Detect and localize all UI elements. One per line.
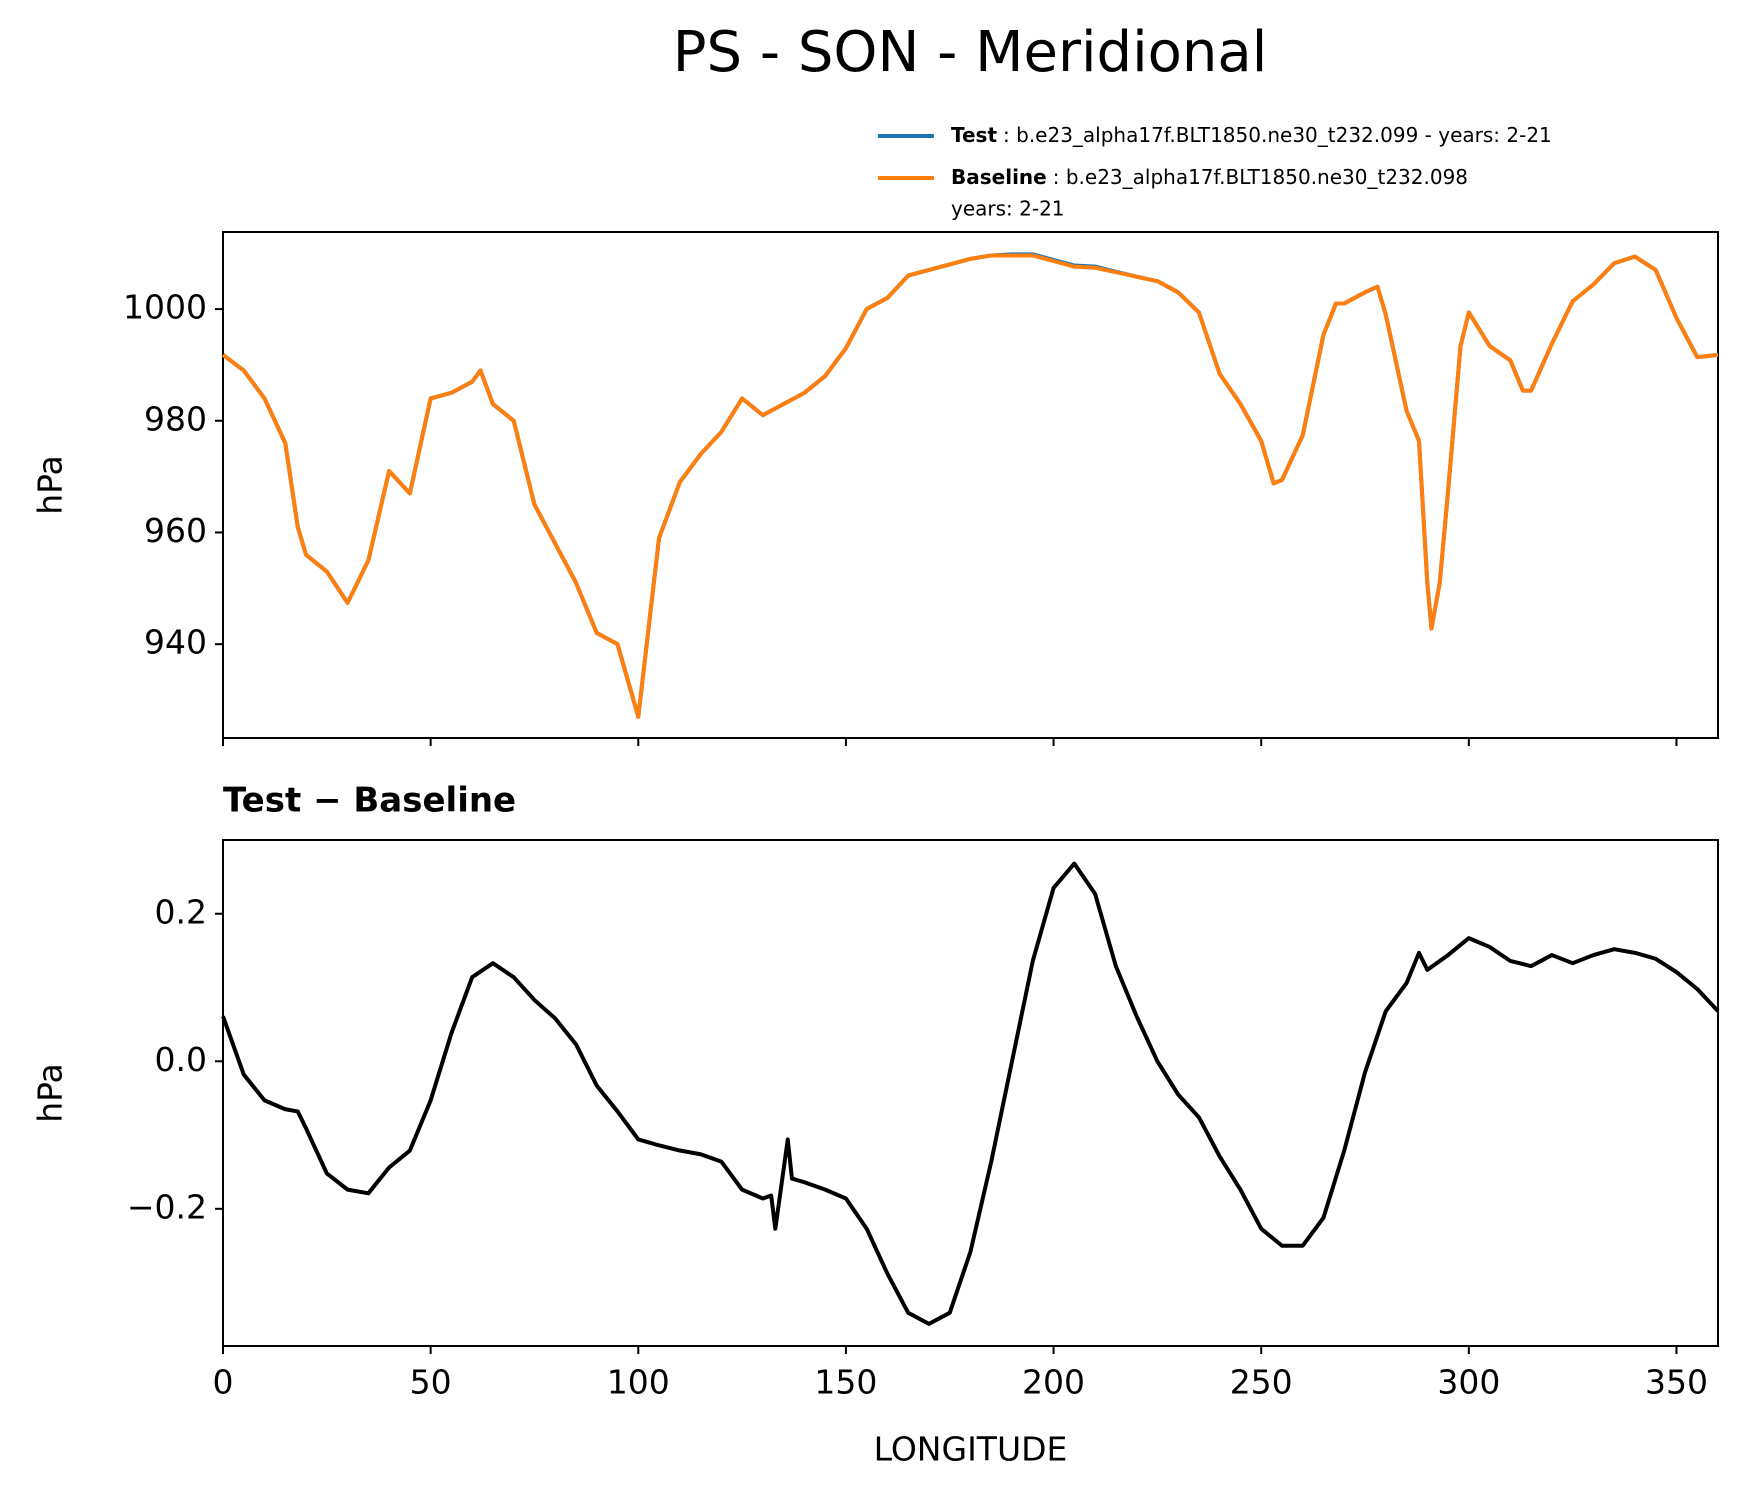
x-tick-label: 250 bbox=[1230, 1363, 1293, 1402]
x-tick-label: 0 bbox=[213, 1363, 234, 1402]
subplot-title: Test − Baseline bbox=[223, 781, 516, 821]
y-tick-label: 0.0 bbox=[155, 1040, 207, 1079]
x-tick-label: 100 bbox=[607, 1363, 670, 1402]
legend-name: Baseline bbox=[951, 165, 1047, 189]
x-tick-label: 150 bbox=[814, 1363, 877, 1402]
y-tick-label: 960 bbox=[144, 511, 207, 550]
legend-description: years: 2-21 bbox=[951, 197, 1065, 221]
y-tick-label: 1000 bbox=[123, 288, 207, 327]
x-tick-label: 300 bbox=[1437, 1363, 1500, 1402]
figure-title: PS - SON - Meridional bbox=[673, 20, 1268, 85]
legend-entry: Test: b.e23_alpha17f.BLT1850.ne30_t232.0… bbox=[951, 123, 1552, 147]
y-tick-label: 940 bbox=[144, 623, 207, 662]
x-tick-label: 50 bbox=[410, 1363, 452, 1402]
x-tick-label: 350 bbox=[1645, 1363, 1708, 1402]
x-tick-label: 200 bbox=[1022, 1363, 1085, 1402]
legend-description: : b.e23_alpha17f.BLT1850.ne30_t232.099 -… bbox=[1003, 123, 1552, 147]
legend-name: Test bbox=[951, 123, 997, 147]
data-line bbox=[221, 861, 1720, 1326]
legend-description: : b.e23_alpha17f.BLT1850.ne30_t232.098 bbox=[1053, 165, 1468, 189]
plot-frame bbox=[222, 839, 1719, 1347]
data-line bbox=[221, 253, 1719, 719]
plot-frame bbox=[222, 231, 1719, 739]
y-tick-label: 980 bbox=[144, 399, 207, 438]
legend-entry: Baseline: b.e23_alpha17f.BLT1850.ne30_t2… bbox=[951, 165, 1468, 189]
x-axis-label: LONGITUDE bbox=[874, 1430, 1068, 1469]
y-tick-label: −0.2 bbox=[127, 1187, 207, 1226]
y-axis-label: hPa bbox=[31, 455, 70, 515]
y-tick-label: 0.2 bbox=[155, 892, 207, 931]
y-axis-label: hPa bbox=[31, 1063, 70, 1123]
